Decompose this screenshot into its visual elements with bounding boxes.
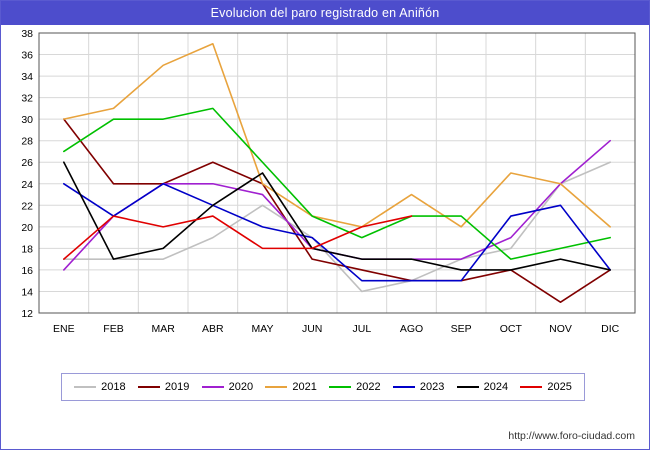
svg-text:14: 14: [21, 286, 33, 298]
legend-swatch-2021: [265, 386, 288, 388]
chart-legend: 2018 2019 2020 2021 2022 2023 2024 2025: [61, 373, 585, 401]
legend-item-2024[interactable]: 2024: [456, 381, 509, 393]
svg-text:22: 22: [21, 200, 33, 212]
legend-label-2020: 2020: [228, 381, 254, 393]
svg-text:OCT: OCT: [500, 323, 523, 335]
legend-item-2022[interactable]: 2022: [329, 381, 381, 393]
legend-label-2019: 2019: [164, 381, 190, 393]
legend-swatch-2018: [74, 386, 97, 388]
legend-label-2021: 2021: [292, 381, 317, 393]
window-title-bar: Evolucion del paro registrado en Aniñón: [1, 1, 649, 25]
legend-swatch-2025: [520, 386, 543, 388]
svg-text:24: 24: [21, 179, 33, 191]
legend-item-2020[interactable]: 2020: [201, 381, 254, 393]
legend-label-2024: 2024: [483, 381, 509, 393]
legend-swatch-2023: [392, 386, 415, 388]
svg-text:JUN: JUN: [302, 323, 322, 335]
svg-text:MAR: MAR: [151, 323, 175, 335]
line-chart-svg: 12 14 16 18 20 22 24 26 28 30 32 34 36 38 ENE FEB MAR ABR…: [21, 28, 636, 335]
legend-swatch-2024: [456, 386, 479, 388]
legend-label-2018: 2018: [101, 381, 126, 393]
svg-text:20: 20: [21, 222, 33, 234]
svg-text:12: 12: [21, 308, 33, 320]
svg-text:ABR: ABR: [202, 323, 224, 335]
series-line-2024: [63, 161, 611, 271]
svg-text:ENE: ENE: [53, 323, 75, 335]
svg-text:26: 26: [21, 157, 33, 169]
legend-label-2023: 2023: [419, 381, 445, 393]
svg-text:16: 16: [21, 265, 33, 277]
svg-text:30: 30: [21, 114, 33, 126]
svg-text:34: 34: [21, 71, 33, 83]
legend-label-2022: 2022: [356, 381, 381, 393]
svg-text:18: 18: [21, 243, 33, 255]
svg-text:MAY: MAY: [252, 323, 274, 335]
legend-item-2023[interactable]: 2023: [392, 381, 445, 393]
svg-text:AGO: AGO: [400, 323, 423, 335]
svg-text:28: 28: [21, 136, 33, 148]
legend-swatch-2019: [137, 386, 160, 388]
legend-item-2021[interactable]: 2021: [265, 381, 317, 393]
svg-text:36: 36: [21, 50, 33, 62]
legend-swatch-2020: [201, 386, 224, 388]
svg-text:JUL: JUL: [352, 323, 371, 335]
svg-text:38: 38: [21, 28, 33, 40]
legend-item-2019[interactable]: 2019: [137, 381, 190, 393]
svg-text:DIC: DIC: [601, 323, 620, 335]
series-line-2019: [63, 118, 611, 304]
svg-text:FEB: FEB: [103, 323, 123, 335]
page-title: Evolucion del paro registrado en Aniñón: [210, 6, 440, 20]
series-line-2023: [63, 182, 611, 282]
svg-text:SEP: SEP: [451, 323, 472, 335]
chart-plot-area: 12 14 16 18 20 22 24 26 28 30 32 34 36 38 ENE FEB MAR ABR…: [1, 25, 649, 355]
series-line-2025: [63, 215, 413, 260]
legend-item-2018[interactable]: 2018: [74, 381, 126, 393]
source-url: http://www.foro-ciudad.com: [508, 430, 635, 442]
legend-label-2025: 2025: [547, 381, 572, 393]
svg-text:32: 32: [21, 93, 33, 105]
series-line-2022: [63, 107, 611, 260]
legend-swatch-2022: [329, 386, 352, 388]
series-line-2021: [63, 42, 611, 228]
legend-item-2025[interactable]: 2025: [520, 381, 572, 393]
svg-text:NOV: NOV: [549, 323, 572, 335]
